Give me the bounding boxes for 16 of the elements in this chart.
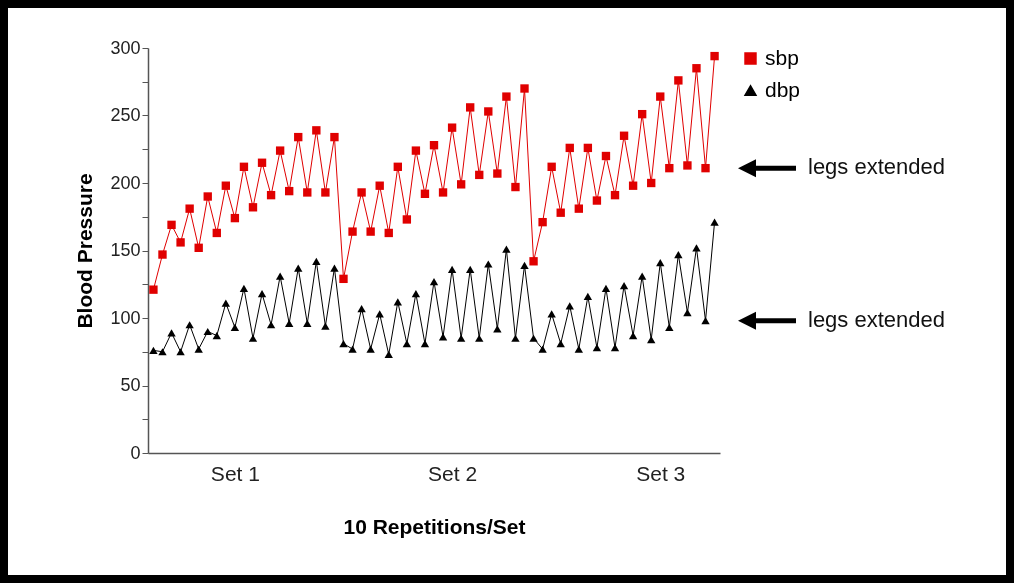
y-tick-label: 50 xyxy=(120,375,141,395)
y-tick-label: 200 xyxy=(110,172,141,193)
x-tick-label: Set 3 xyxy=(636,461,686,485)
legend-label: dbp xyxy=(765,77,801,101)
legend-label: sbp xyxy=(765,45,799,69)
x-axis-title: 10 Repetitions/Set xyxy=(343,514,526,538)
x-tick-label: Set 2 xyxy=(428,461,478,485)
text: legs extended xyxy=(808,153,945,179)
y-tick-label: 100 xyxy=(110,307,141,328)
text: legs extended xyxy=(808,306,945,332)
y-tick-label: 0 xyxy=(130,442,141,463)
y-axis-title: Blood Pressure xyxy=(73,173,97,329)
y-tick-label: 150 xyxy=(110,240,141,260)
x-tick-label: Set 1 xyxy=(210,461,260,485)
y-tick-label: 250 xyxy=(110,105,141,125)
y-tick-label: 300 xyxy=(110,37,141,58)
